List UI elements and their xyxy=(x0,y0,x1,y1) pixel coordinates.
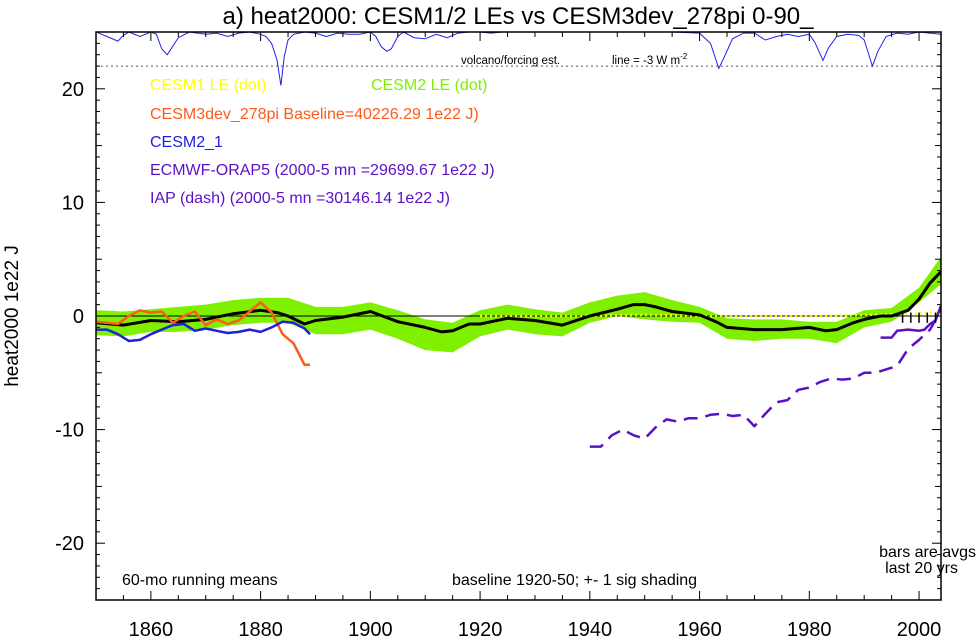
line-scale-label: line = -3 W m-2 xyxy=(612,52,688,67)
x-tick-label: 2000 xyxy=(897,619,942,641)
legend-entry-cesm2-le: CESM2 LE (dot) xyxy=(371,77,487,94)
annotations: volcano/forcing est. line = -3 W m-2 60-… xyxy=(122,52,976,589)
series-line-cesm2-1 xyxy=(96,320,311,343)
shading-band xyxy=(96,256,941,353)
legend-entry-ecmwf-orap5: ECMWF-ORAP5 (2000-5 mn =29699.67 1e22 J) xyxy=(150,162,495,179)
volcano-forcing-label: volcano/forcing est. xyxy=(461,55,560,67)
x-tick-label: 1860 xyxy=(129,619,174,641)
series-layer xyxy=(96,270,941,448)
legend-entry-cesm2-1: CESM2_1 xyxy=(150,134,223,151)
bars-note-line1: bars are avgs xyxy=(879,544,976,561)
y-tick-label: 20 xyxy=(62,79,84,101)
line-scale-text: line = -3 W m xyxy=(612,55,680,67)
x-tick-label: 1960 xyxy=(677,619,722,641)
bars-note-line2: last 20 yrs xyxy=(885,560,958,577)
tick-label-layer: 1860 1880 1900 1920 1940 1960 1980 2000 20 10 0 -10… xyxy=(55,79,941,641)
chart-title: a) heat2000: CESM1/2 LEs vs CESM3dev_278… xyxy=(222,3,814,30)
baseline-note: baseline 1920-50; +- 1 sig shading xyxy=(452,572,697,589)
volcano-forcing-line xyxy=(96,32,941,86)
y-tick-label: 0 xyxy=(73,306,84,328)
y-tick-label: -20 xyxy=(55,533,84,555)
tick-layer xyxy=(95,31,941,601)
y-axis-label: heat2000 1e22 J xyxy=(2,245,23,387)
x-tick-label: 1920 xyxy=(458,619,503,641)
y-tick-label: -10 xyxy=(55,420,84,442)
line-scale-superscript: -2 xyxy=(680,52,688,61)
x-tick-label: 1880 xyxy=(238,619,283,641)
legend-entry-cesm3dev: CESM3dev_278pi Baseline=40226.29 1e22 J) xyxy=(150,106,479,123)
series-line-cesm1-le-dot xyxy=(480,311,941,318)
x-tick-label: 1900 xyxy=(348,619,393,641)
x-tick-label: 1980 xyxy=(787,619,832,641)
legend: CESM1 LE (dot) CESM2 LE (dot) CESM3dev_2… xyxy=(150,77,495,207)
series-line-cesm3dev-278pi xyxy=(96,301,310,367)
legend-entry-iap: IAP (dash) (2000-5 mn =30146.14 1e22 J) xyxy=(150,190,450,207)
volcano-layer xyxy=(96,32,941,86)
series-line-iap-dash xyxy=(589,309,941,448)
x-tick-label: 1940 xyxy=(568,619,613,641)
legend-entry-cesm1-le: CESM1 LE (dot) xyxy=(150,77,266,94)
shading-layer xyxy=(96,256,941,353)
y-tick-label: 10 xyxy=(62,192,84,214)
running-means-note: 60-mo running means xyxy=(122,572,278,589)
series-line-cesm2-le-mean xyxy=(96,270,941,334)
